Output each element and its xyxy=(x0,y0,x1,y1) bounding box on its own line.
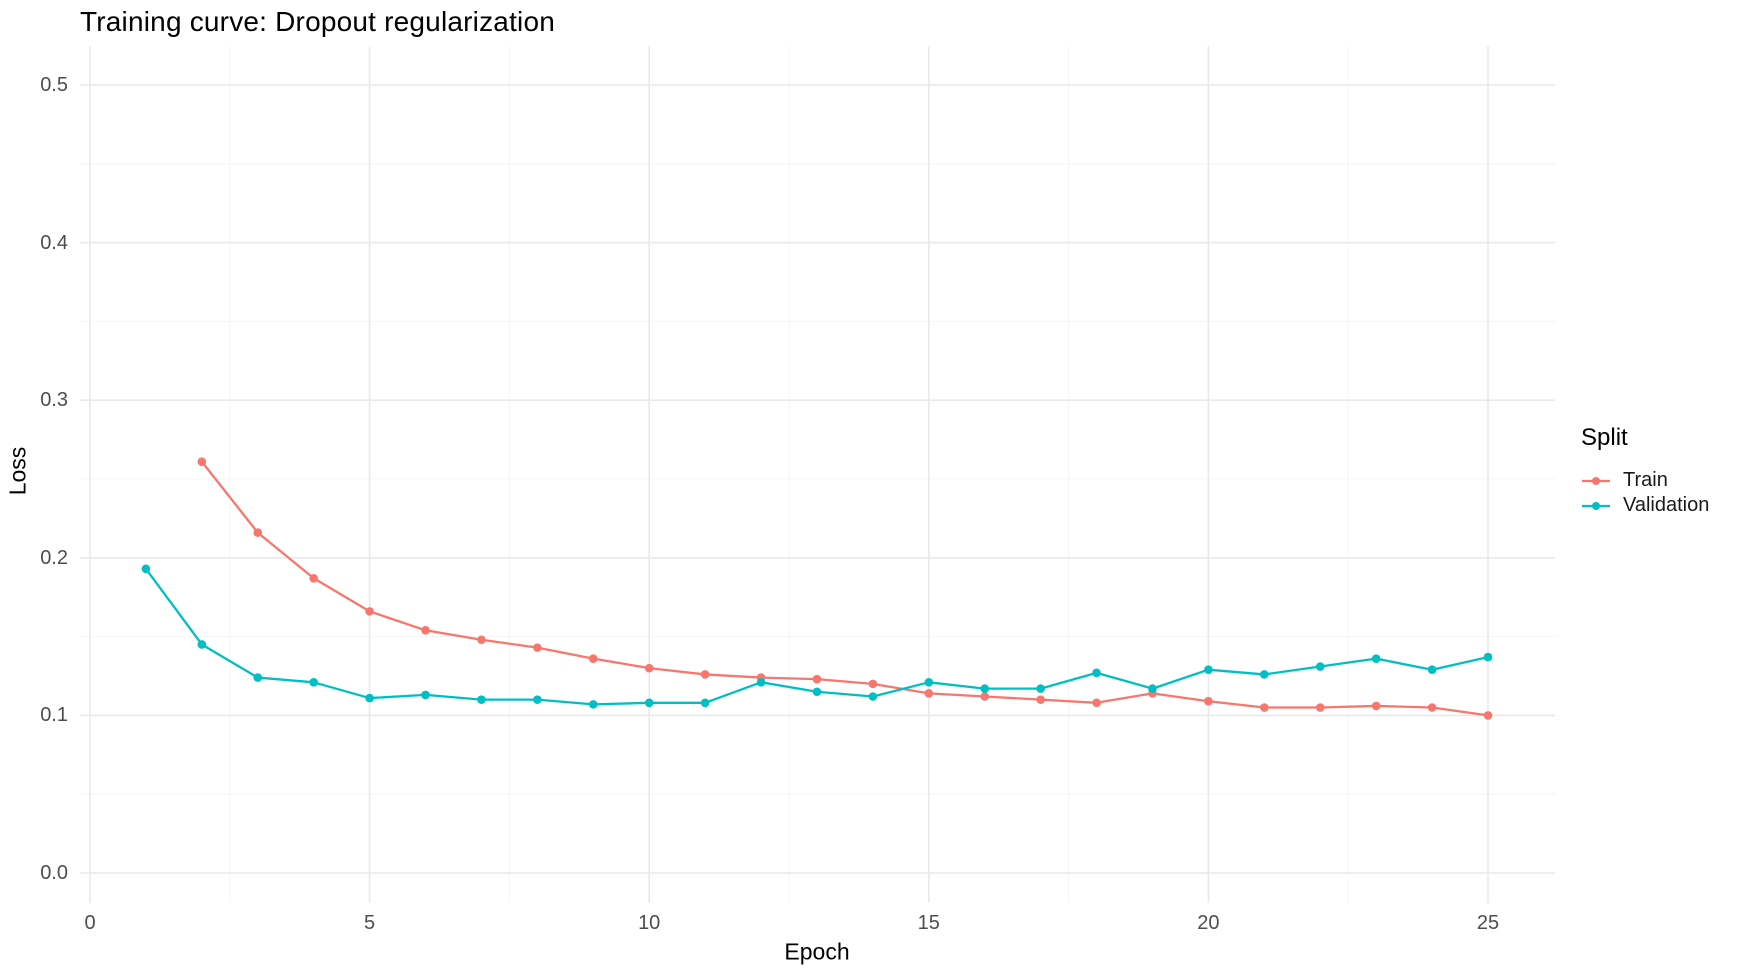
data-point-train xyxy=(1315,703,1325,712)
data-point-train xyxy=(1204,696,1213,706)
data-point-train xyxy=(1371,701,1381,711)
data-point-train xyxy=(1483,711,1493,720)
chart-title: Training curve: Dropout regularization xyxy=(80,6,556,37)
data-point-validation xyxy=(253,673,263,682)
data-point-validation xyxy=(1148,684,1157,693)
data-point-validation xyxy=(1092,668,1101,678)
data-point-validation xyxy=(533,695,542,704)
data-point-validation xyxy=(365,693,374,703)
data-point-validation xyxy=(309,678,318,687)
data-point-validation xyxy=(1371,654,1381,663)
data-point-validation xyxy=(700,698,710,708)
series-line-train xyxy=(200,460,1490,717)
data-point-train xyxy=(1260,703,1269,712)
data-point-validation xyxy=(141,564,151,574)
data-point-validation xyxy=(197,640,207,649)
legend-items: Train Validation xyxy=(1581,468,1709,518)
x-tick-label: 10 xyxy=(638,912,661,934)
y-tick-label: 0.1 xyxy=(40,704,68,727)
y-tick-label: 0.4 xyxy=(40,231,68,254)
data-point-train xyxy=(533,643,542,652)
x-tick-label: 5 xyxy=(364,912,376,934)
data-point-validation xyxy=(477,695,486,704)
data-point-validation xyxy=(1427,665,1437,674)
data-point-train xyxy=(421,625,430,635)
data-point-train xyxy=(1427,703,1437,712)
data-point-train xyxy=(1092,698,1101,708)
legend-item-validation: Validation xyxy=(1581,493,1709,518)
data-point-train xyxy=(365,607,374,616)
data-point-validation xyxy=(868,692,878,701)
data-point-train xyxy=(980,692,990,701)
data-point-train xyxy=(1036,695,1045,704)
x-tick-label: 0 xyxy=(84,912,96,934)
data-point-train xyxy=(644,663,654,673)
data-point-validation xyxy=(588,700,598,709)
y-axis-title: Loss xyxy=(4,446,31,496)
data-point-train xyxy=(477,635,486,645)
data-point-validation xyxy=(756,678,766,687)
data-point-train xyxy=(309,573,318,583)
data-point-validation xyxy=(980,684,990,693)
data-point-validation xyxy=(421,690,430,700)
legend-title: Split xyxy=(1581,424,1628,451)
legend-key-icon xyxy=(1582,501,1610,510)
data-point-validation xyxy=(644,698,654,708)
data-point-validation xyxy=(1036,684,1045,693)
x-tick-label: 20 xyxy=(1197,912,1220,934)
legend-item-label: Train xyxy=(1623,469,1668,491)
data-point-validation xyxy=(924,678,934,687)
legend-item-label: Validation xyxy=(1623,494,1710,516)
y-tick-label: 0.0 xyxy=(40,862,68,884)
data-point-train xyxy=(197,457,207,466)
data-point-validation xyxy=(1315,662,1325,671)
data-point-validation xyxy=(1483,652,1493,662)
x-tick-label: 15 xyxy=(917,912,940,934)
y-tick-label: 0.3 xyxy=(40,389,68,412)
data-point-train xyxy=(868,679,878,689)
data-point-validation xyxy=(812,687,822,697)
data-point-train xyxy=(253,528,263,537)
legend-item-train: Train xyxy=(1581,468,1709,493)
x-axis-title: Epoch xyxy=(784,938,850,965)
data-point-train xyxy=(700,670,710,679)
data-point-train xyxy=(924,689,934,698)
legend-key-icon xyxy=(1582,476,1610,485)
y-tick-label: 0.5 xyxy=(40,74,68,96)
x-tick-label: 25 xyxy=(1476,912,1500,934)
legend: Split Train Validation xyxy=(1581,424,1709,518)
data-point-validation xyxy=(1204,665,1213,674)
data-point-train xyxy=(812,674,822,684)
y-tick-label: 0.2 xyxy=(40,546,68,569)
data-point-validation xyxy=(1260,670,1269,679)
data-point-train xyxy=(588,654,598,663)
